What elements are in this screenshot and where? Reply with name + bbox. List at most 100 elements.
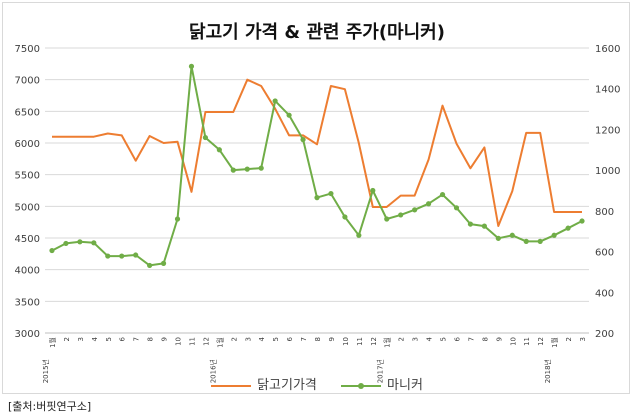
x-tick-label: 3: [77, 337, 85, 341]
x-tick-label: 7: [300, 337, 308, 341]
series-line-2: [51, 65, 583, 267]
series-2-point: [328, 190, 334, 197]
x-tick-label: 7: [133, 337, 141, 341]
y-right-tick-label: 200: [595, 329, 614, 340]
x-tick-label: 1월: [383, 337, 392, 348]
series-2-point: [342, 214, 348, 220]
chart-title: 닭고기 가격 & 관련 주가(마니커): [189, 22, 445, 43]
series-2-point: [91, 240, 97, 246]
y-right-tick-label: 1000: [595, 166, 620, 177]
y-right-tick-label: 1200: [595, 125, 620, 136]
series-2-point: [481, 223, 487, 229]
series-2-point: [244, 166, 250, 172]
x-tick-label: 8: [147, 337, 155, 341]
x-tick-label: 7: [467, 337, 475, 341]
series-2-point: [258, 165, 264, 171]
y-left-tick-label: 3000: [15, 329, 40, 340]
series-2-point: [49, 247, 55, 254]
x-tick-label: 9: [161, 337, 169, 341]
legend: 닭고기가격 마니커: [0, 374, 634, 393]
y-left-tick-label: 4000: [15, 266, 40, 277]
y-left-tick-label: 4500: [15, 234, 40, 245]
series-2-point: [537, 238, 543, 244]
series-2-point: [565, 225, 571, 231]
x-year-label: 2015년: [41, 359, 50, 383]
x-tick-label: 9: [328, 337, 336, 341]
x-tick-label: 3: [412, 337, 420, 341]
x-year-label: 2017년: [376, 359, 385, 383]
x-tick-label: 10: [509, 337, 517, 346]
series-2-point: [202, 134, 209, 141]
legend-swatch-series-1: [211, 381, 252, 391]
x-tick-label: 8: [314, 337, 322, 341]
x-tick-label: 11: [188, 337, 196, 346]
x-tick-label: 4: [91, 336, 99, 341]
x-tick-label: 2: [63, 337, 71, 341]
y-left-tick-label: 5500: [15, 171, 40, 182]
x-tick-label: 10: [342, 337, 350, 346]
x-tick-label: 8: [481, 337, 489, 341]
series-2-point: [509, 232, 515, 238]
series-2-point: [425, 201, 432, 207]
series-2-point: [160, 260, 167, 266]
series-line-1: [52, 78, 582, 227]
series-2-point: [147, 262, 153, 269]
series-2-point: [174, 216, 181, 222]
x-tick-label: 12: [202, 337, 210, 346]
y-left-tick-label: 5000: [15, 202, 40, 213]
series-2-point: [439, 191, 446, 198]
source-note: [출처:버핏연구소]: [8, 400, 92, 413]
series-2-point: [119, 253, 125, 259]
series-2-point: [286, 112, 292, 118]
series-2-point: [230, 167, 236, 173]
x-tick-label: 5: [272, 337, 280, 341]
x-year-label: 2018년: [543, 359, 552, 383]
series-2-point: [300, 137, 306, 143]
legend-entry-series-1: 닭고기가격: [211, 374, 317, 393]
series-2-point: [314, 195, 320, 201]
series-2-point: [356, 232, 362, 238]
x-year-label: 2016년: [208, 359, 217, 383]
series-2-point: [370, 187, 376, 194]
y-right-tick-label: 1400: [595, 85, 620, 96]
x-tick-label: 11: [523, 337, 531, 346]
y-left-tick-label: 7000: [15, 76, 40, 87]
legend-label-series-2: 마니커: [387, 378, 423, 393]
series-2-point: [384, 216, 390, 222]
x-tick-label: 6: [119, 336, 127, 341]
series-2-point: [495, 235, 501, 241]
x-tick-label: 3: [244, 337, 252, 341]
y-right-tick-label: 1600: [595, 44, 620, 55]
legend-swatch-series-2: [341, 381, 382, 391]
x-tick-label: 6: [453, 336, 461, 341]
series-2-point: [63, 240, 69, 247]
series-2-point: [467, 221, 474, 227]
x-tick-label: 12: [370, 337, 378, 346]
x-tick-label: 6: [286, 336, 294, 341]
legend-label-series-1: 닭고기가격: [257, 378, 317, 393]
x-tick-label: 3: [579, 337, 587, 341]
series-2-point: [133, 252, 139, 258]
legend-entry-series-2: 마니커: [341, 374, 423, 393]
series-2-point: [272, 98, 278, 104]
x-tick-label: 2: [230, 337, 238, 341]
x-tick-label: 10: [175, 337, 183, 346]
series-2-point: [398, 212, 404, 218]
series-2-point: [579, 218, 585, 224]
series-2-point: [105, 253, 111, 259]
y-right-tick-label: 800: [595, 207, 614, 218]
series-2-point: [216, 147, 222, 153]
y-right-tick-label: 600: [595, 248, 614, 259]
series-2-point: [412, 207, 418, 213]
x-tick-label: 2: [398, 337, 406, 341]
x-tick-label: 9: [495, 337, 503, 341]
y-left-tick-label: 3500: [15, 297, 40, 308]
x-tick-label: 2: [565, 337, 573, 341]
x-tick-label: 11: [356, 337, 364, 346]
x-tick-label: 5: [440, 337, 448, 341]
y-left-tick-label: 6000: [15, 139, 40, 150]
x-tick-label: 4: [426, 336, 434, 341]
y-left-tick-label: 7500: [15, 44, 40, 55]
x-tick-label: 1월: [215, 337, 224, 348]
